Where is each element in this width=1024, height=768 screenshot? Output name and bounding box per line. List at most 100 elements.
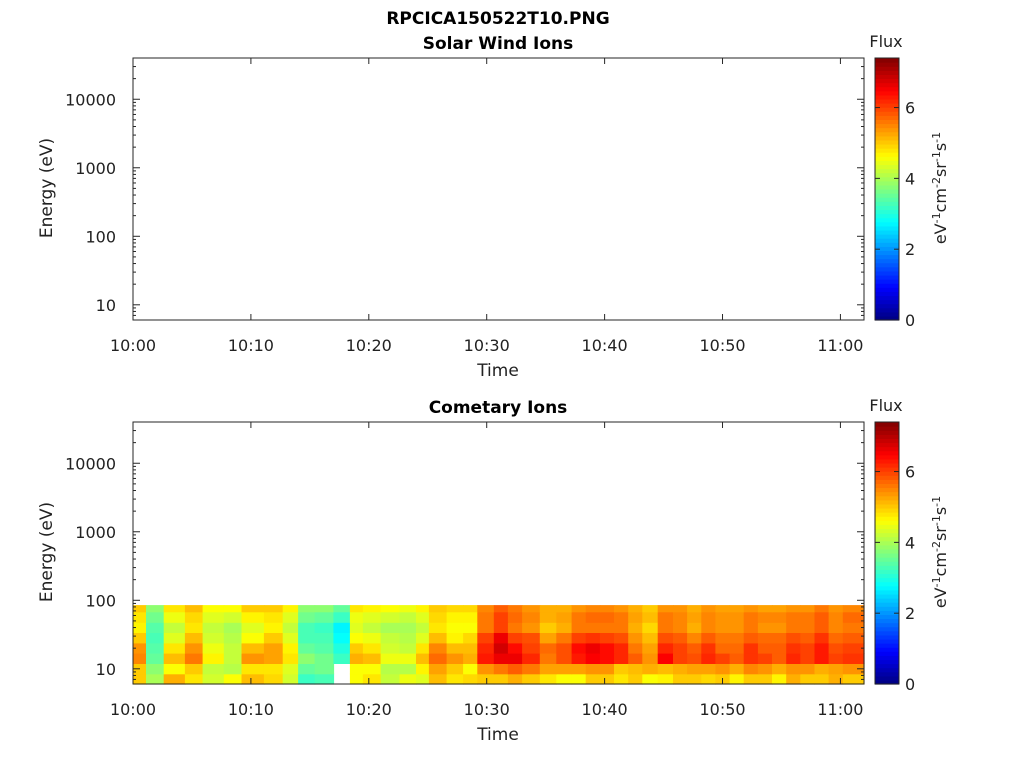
heatmap-cell xyxy=(715,605,731,613)
heatmap-cell xyxy=(314,622,335,633)
colorbar-segment xyxy=(875,557,899,562)
colorbar-segment xyxy=(875,103,899,108)
heatmap-cell xyxy=(842,642,865,654)
colorbar-segment xyxy=(875,127,899,133)
heatmap-cell xyxy=(628,663,643,675)
heatmap-cell xyxy=(184,622,204,633)
colorbar-segment xyxy=(875,475,899,480)
heatmap-cell xyxy=(687,653,702,664)
colorbar-segment xyxy=(875,598,899,603)
colorbar-segment xyxy=(875,115,899,120)
colorbar-segment xyxy=(875,548,899,554)
heatmap-cell xyxy=(163,611,186,623)
heatmap-cell xyxy=(614,673,629,685)
heatmap-cell xyxy=(522,605,541,613)
heatmap-cell xyxy=(133,605,147,613)
heatmap-cell xyxy=(463,611,478,623)
colorbar-segment xyxy=(875,667,899,673)
heatmap-cell xyxy=(146,642,165,654)
heatmap-cell xyxy=(333,632,351,644)
colorbar-segment xyxy=(875,229,899,235)
heatmap-cell xyxy=(241,622,265,633)
heatmap-cell xyxy=(362,642,382,654)
colorbar-segment xyxy=(875,647,899,652)
y-axis-label: Energy (eV) xyxy=(37,502,57,602)
colorbar-segment xyxy=(875,446,899,452)
heatmap-cell xyxy=(446,642,464,654)
heatmap-cell xyxy=(687,611,702,623)
heatmap-cell xyxy=(539,622,557,633)
heatmap-cell xyxy=(729,642,745,654)
colorbar-segment xyxy=(875,148,899,153)
heatmap-cell xyxy=(184,663,204,675)
colorbar-segment xyxy=(875,274,899,280)
heatmap-cell xyxy=(298,653,316,664)
heatmap-cell xyxy=(539,642,557,654)
colorbar-segment xyxy=(875,675,899,681)
heatmap-cell xyxy=(556,605,573,613)
heatmap-cell xyxy=(241,642,265,654)
heatmap-cell xyxy=(298,673,316,685)
heatmap-cell xyxy=(133,622,147,633)
colorbar-segment xyxy=(875,266,899,272)
colorbar-segment xyxy=(875,491,899,497)
heatmap-cell xyxy=(416,605,430,613)
heatmap-cell xyxy=(657,653,674,664)
colorbar-tick-label: 2 xyxy=(905,240,915,259)
heatmap-cell xyxy=(687,673,702,685)
heatmap-cell xyxy=(585,605,601,613)
heatmap-cell xyxy=(477,642,495,654)
colorbar-segment xyxy=(875,221,899,227)
colorbar-tick-label: 6 xyxy=(905,463,915,482)
heatmap-cell xyxy=(657,673,674,685)
heatmap-cell xyxy=(599,622,615,633)
heatmap-cell xyxy=(828,611,844,623)
heatmap-cell xyxy=(772,663,787,675)
x-tick-label: 10:10 xyxy=(228,336,274,355)
heatmap-cell xyxy=(133,642,147,654)
heatmap-cell xyxy=(298,622,316,633)
heatmap-cell xyxy=(772,611,787,623)
heatmap-cell xyxy=(599,642,615,654)
heatmap-cell xyxy=(477,663,495,675)
heatmap-cell xyxy=(263,663,284,675)
colorbar-segment xyxy=(875,569,899,575)
heatmap-cell xyxy=(399,632,417,644)
heatmap-cell xyxy=(163,642,186,654)
colorbar-segment xyxy=(875,156,899,161)
heatmap-cell xyxy=(493,653,509,664)
heatmap-cell xyxy=(642,605,659,613)
heatmap-cell xyxy=(298,605,316,613)
heatmap-cell xyxy=(599,663,615,675)
colorbar-segment xyxy=(875,581,899,587)
heatmap-cell xyxy=(673,673,688,685)
colorbar-title: Flux xyxy=(869,32,902,51)
heatmap-cell xyxy=(362,653,382,664)
heatmap-cell xyxy=(380,622,401,633)
heatmap-cell xyxy=(642,632,659,644)
heatmap-cell xyxy=(380,673,401,685)
heatmap-cell xyxy=(282,663,299,675)
heatmap-cell xyxy=(428,632,448,644)
colorbar-segment xyxy=(875,66,899,71)
heatmap-cell xyxy=(428,663,448,675)
heatmap-cell xyxy=(772,653,787,664)
colorbar-tick-label: 0 xyxy=(905,675,915,694)
heatmap-cell xyxy=(715,653,731,664)
heatmap-cell xyxy=(416,673,430,685)
heatmap-cell xyxy=(814,673,830,685)
heatmap-cell xyxy=(314,642,335,654)
heatmap-cell xyxy=(828,622,844,633)
colorbar-segment xyxy=(875,111,899,116)
heatmap-cell xyxy=(362,673,382,685)
heatmap-cell xyxy=(241,605,265,613)
heatmap-cell xyxy=(522,622,541,633)
heatmap-cell xyxy=(493,663,509,675)
heatmap-cell xyxy=(184,653,204,664)
heatmap-cell xyxy=(715,611,731,623)
colorbar-segment xyxy=(875,614,899,620)
heatmap-cell xyxy=(571,673,587,685)
heatmap-cell xyxy=(333,653,351,664)
panel-title: Cometary Ions xyxy=(429,398,568,418)
heatmap-cell xyxy=(828,632,844,644)
